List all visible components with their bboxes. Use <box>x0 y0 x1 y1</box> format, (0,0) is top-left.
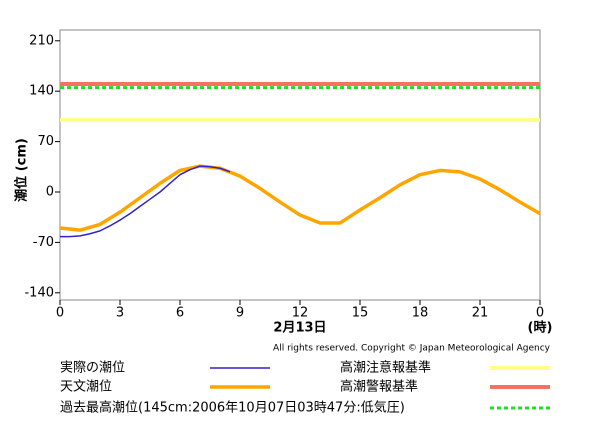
series-line <box>59 164 541 232</box>
x-tick-label: 3 <box>116 306 124 321</box>
y-tick-label: 0 <box>46 185 54 200</box>
plot-area <box>59 29 541 301</box>
x-tick-label: 9 <box>236 306 244 321</box>
series-line <box>60 165 231 238</box>
x-tick-label: 21 <box>472 306 489 321</box>
y-tick-label: -140 <box>24 285 54 300</box>
credit: All rights reserved. Copyright © Japan M… <box>273 344 551 354</box>
legend-label: 天文潮位 <box>60 380 112 395</box>
x-tick-label: 6 <box>176 306 184 321</box>
y-tick-label: 70 <box>37 134 54 149</box>
x-axis-label: 2月13日 <box>273 321 326 336</box>
legend-label: 高潮注意報基準 <box>340 360 431 376</box>
x-tick-label: 15 <box>352 306 369 321</box>
y-axis-label: 潮位 (cm) <box>14 138 30 202</box>
legend-label: 実際の潮位 <box>60 360 125 376</box>
y-tick-label: -70 <box>33 235 54 250</box>
y-tick-label: 210 <box>29 33 54 48</box>
x-axis-unit: (時) <box>528 320 553 336</box>
legend-label: 過去最高潮位(145cm:2006年10月07日03時47分:低気圧) <box>60 400 405 416</box>
x-tick-label: 0 <box>56 306 64 321</box>
x-tick-label: 18 <box>412 306 429 321</box>
legend-label: 高潮警報基準 <box>340 379 418 395</box>
x-tick-label: 12 <box>292 306 309 321</box>
x-tick-label: 0 <box>536 306 544 321</box>
y-tick-label: 140 <box>29 84 54 99</box>
